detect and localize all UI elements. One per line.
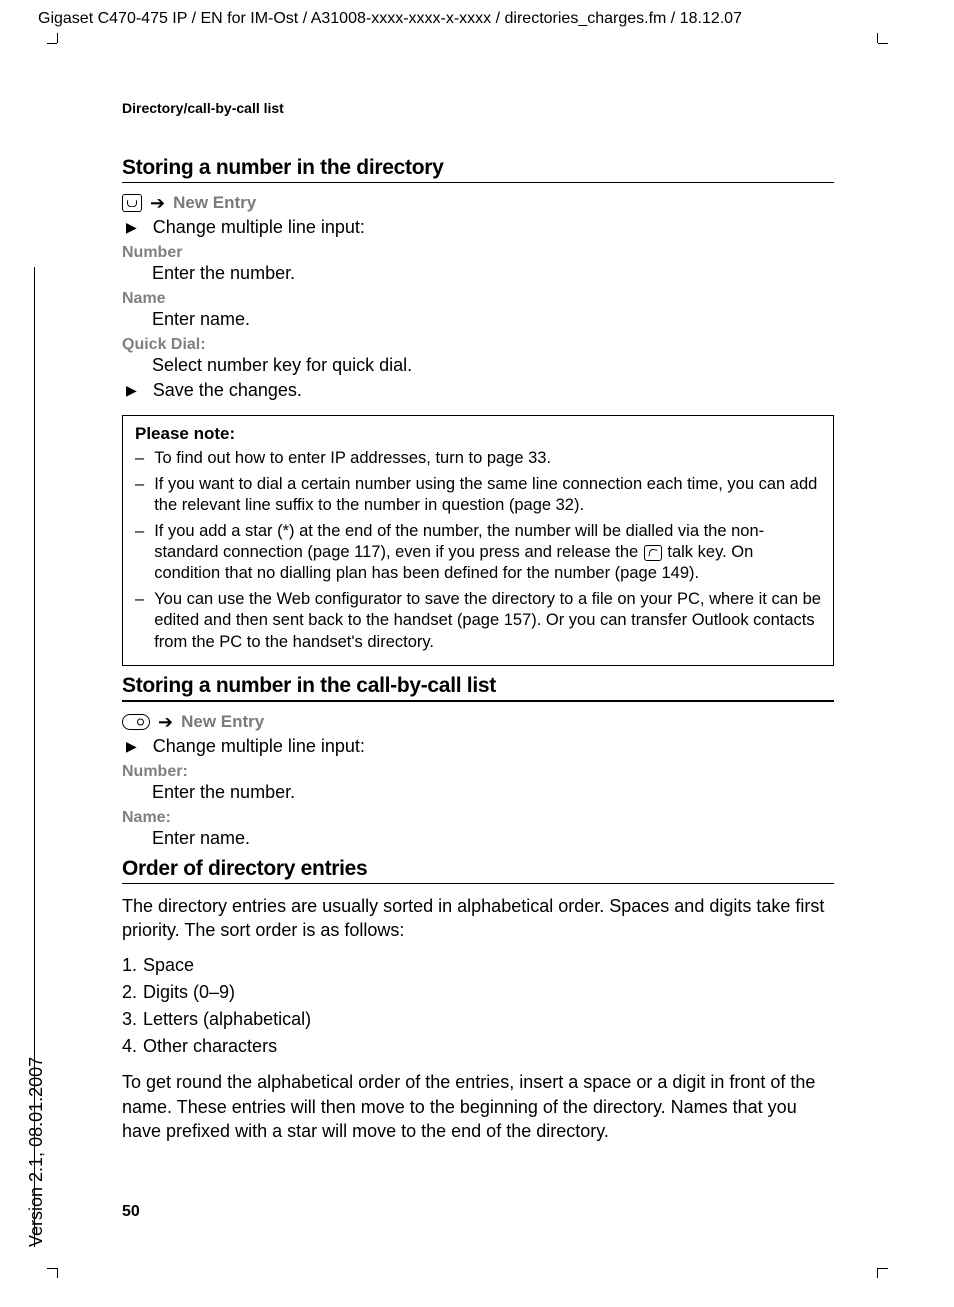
order-number: 3.: [122, 1006, 137, 1033]
field-desc-number-2: Enter the number.: [152, 782, 834, 803]
dash-icon: –: [135, 448, 144, 469]
version-divider: [34, 267, 35, 1247]
field-desc-name: Enter name.: [152, 309, 834, 330]
crop-mark: [47, 43, 57, 44]
order-text: Digits (0–9): [143, 979, 235, 1006]
crop-mark: [877, 33, 878, 43]
doc-path-header: Gigaset C470-475 IP / EN for IM-Ost / A3…: [38, 10, 742, 28]
callkey-icon: [122, 714, 150, 730]
section-title-callbycall: Storing a number in the call-by-call lis…: [122, 674, 834, 698]
version-sidebar: Version 2.1, 08.01.2007: [8, 987, 28, 1247]
section-rule: [122, 883, 834, 884]
note-item: –To find out how to enter IP addresses, …: [135, 448, 821, 469]
section-title-order: Order of directory entries: [122, 857, 834, 881]
order-number: 4.: [122, 1033, 137, 1060]
running-head: Directory/call-by-call list: [122, 100, 834, 116]
order-text: Other characters: [143, 1033, 277, 1060]
navkey-icon: [122, 194, 142, 212]
note-title: Please note:: [135, 424, 821, 444]
note-box: Please note: –To find out how to enter I…: [122, 415, 834, 666]
field-label-name: Name: [122, 290, 834, 308]
section-rule: [122, 700, 834, 701]
crop-mark: [57, 33, 58, 43]
section-rule: [122, 182, 834, 183]
triangle-icon: ▶: [126, 382, 137, 399]
note-item: –You can use the Web configurator to sav…: [135, 589, 821, 653]
field-desc-number: Enter the number.: [152, 263, 834, 284]
dash-icon: –: [135, 521, 144, 585]
note-item-text: You can use the Web configurator to save…: [154, 589, 821, 653]
order-list-item: 2.Digits (0–9): [122, 979, 834, 1006]
step-new-entry: ➔ New Entry: [122, 193, 834, 213]
new-entry-label-2: New Entry: [181, 712, 264, 732]
step-save: ▶ Save the changes.: [122, 380, 834, 401]
crop-mark: [878, 43, 888, 44]
order-list-item: 4.Other characters: [122, 1033, 834, 1060]
order-number: 2.: [122, 979, 137, 1006]
content-area: Directory/call-by-call list Storing a nu…: [122, 100, 834, 1143]
change-line-text-2: Change multiple line input:: [153, 736, 365, 757]
change-line-text: Change multiple line input:: [153, 217, 365, 238]
crop-mark: [877, 1268, 878, 1278]
dash-icon: –: [135, 474, 144, 517]
note-item-text: To find out how to enter IP addresses, t…: [154, 448, 821, 469]
triangle-icon: ▶: [126, 219, 137, 236]
order-text: Letters (alphabetical): [143, 1006, 311, 1033]
note-item: –If you want to dial a certain number us…: [135, 474, 821, 517]
order-para-2: To get round the alphabetical order of t…: [122, 1070, 834, 1143]
page-number: 50: [122, 1203, 140, 1221]
note-list: –To find out how to enter IP addresses, …: [135, 448, 821, 653]
order-list-item: 1.Space: [122, 952, 834, 979]
page: Gigaset C470-475 IP / EN for IM-Ost / A3…: [0, 0, 954, 1307]
order-list: 1.Space2.Digits (0–9)3.Letters (alphabet…: [122, 952, 834, 1060]
field-desc-quickdial: Select number key for quick dial.: [152, 355, 834, 376]
field-label-name-2: Name:: [122, 809, 834, 827]
note-item-text: If you add a star (*) at the end of the …: [154, 521, 821, 585]
arrow-icon: ➔: [158, 713, 173, 731]
step-change-input-2: ▶ Change multiple line input:: [122, 736, 834, 757]
version-text: Version 2.1, 08.01.2007: [26, 1057, 47, 1247]
crop-mark: [47, 1268, 57, 1269]
order-text: Space: [143, 952, 194, 979]
talk-key-icon: [644, 545, 662, 561]
order-number: 1.: [122, 952, 137, 979]
save-text: Save the changes.: [153, 380, 302, 401]
field-label-number-2: Number:: [122, 763, 834, 781]
note-item-text: If you want to dial a certain number usi…: [154, 474, 821, 517]
section-title-storing-directory: Storing a number in the directory: [122, 156, 834, 180]
order-list-item: 3.Letters (alphabetical): [122, 1006, 834, 1033]
step-new-entry-2: ➔ New Entry: [122, 712, 834, 732]
field-desc-name-2: Enter name.: [152, 828, 834, 849]
step-change-input: ▶ Change multiple line input:: [122, 217, 834, 238]
field-label-quickdial: Quick Dial:: [122, 336, 834, 354]
field-label-number: Number: [122, 244, 834, 262]
crop-mark: [57, 1268, 58, 1278]
dash-icon: –: [135, 589, 144, 653]
order-para-1: The directory entries are usually sorted…: [122, 894, 834, 943]
arrow-icon: ➔: [150, 194, 165, 212]
note-item: –If you add a star (*) at the end of the…: [135, 521, 821, 585]
triangle-icon: ▶: [126, 738, 137, 755]
new-entry-label: New Entry: [173, 193, 256, 213]
crop-mark: [878, 1268, 888, 1269]
